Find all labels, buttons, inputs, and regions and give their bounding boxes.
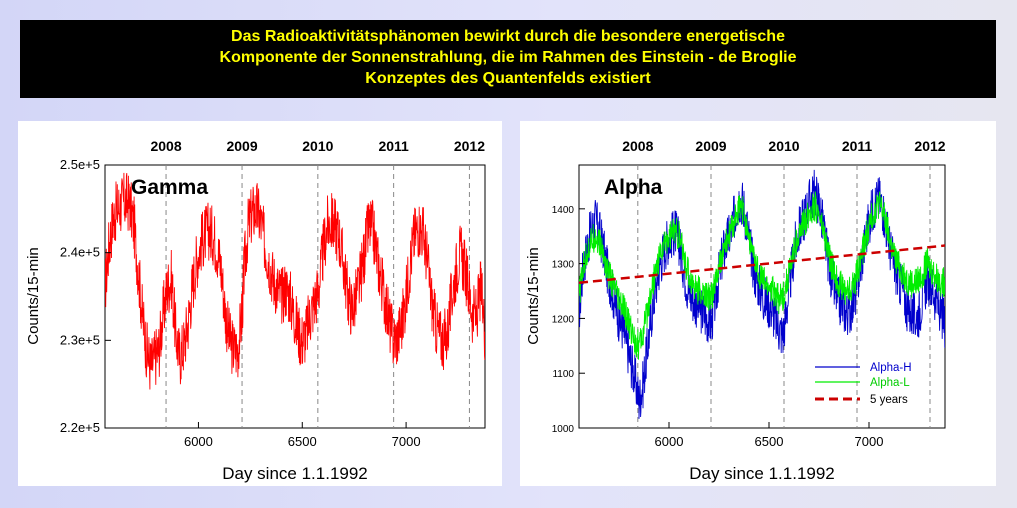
year-label-2010: 2010 bbox=[302, 138, 333, 154]
x-tick-7000: 7000 bbox=[392, 434, 421, 449]
alpha-chart-title: Alpha bbox=[604, 176, 663, 199]
gamma-y-axis-label: Counts/15-min bbox=[25, 247, 42, 345]
year-label-2010: 2010 bbox=[768, 138, 799, 154]
x-tick-6500: 6500 bbox=[755, 434, 784, 449]
gamma-chart-panel: 2008 2009 2010 2011 2012 6000 6500 7000 2.2e+5… bbox=[18, 121, 502, 486]
year-label-2011: 2011 bbox=[378, 138, 409, 154]
y-tick-2.3e+5: 2.3e+5 bbox=[60, 332, 100, 347]
title-line-3: Konzeptes des Quantenfelds existiert bbox=[365, 70, 651, 87]
alpha-legend: Alpha-H Alpha-L 5 years bbox=[815, 362, 912, 406]
alpha-y-axis-label: Counts/15-min bbox=[525, 247, 542, 345]
y-tick-1400: 1400 bbox=[552, 205, 575, 216]
year-label-2009: 2009 bbox=[695, 138, 726, 154]
y-tick-2.4e+5: 2.4e+5 bbox=[60, 245, 100, 260]
y-tick-1000: 1000 bbox=[552, 424, 575, 435]
x-tick-6000: 6000 bbox=[184, 434, 213, 449]
legend-label-5-years: 5 years bbox=[870, 394, 908, 406]
x-tick-6000: 6000 bbox=[655, 434, 684, 449]
alpha-chart-panel: 2008 2009 2010 2011 2012 6000 6500 7000 1000 11… bbox=[520, 121, 996, 486]
year-label-2009: 2009 bbox=[226, 138, 257, 154]
title-line-2: Komponente der Sonnenstrahlung, die im R… bbox=[219, 49, 797, 66]
y-tick-2.2e+5: 2.2e+5 bbox=[60, 420, 100, 435]
legend-label-alpha-l: Alpha-L bbox=[870, 377, 910, 389]
gamma-plot-frame bbox=[104, 164, 486, 429]
series-5-years bbox=[579, 244, 945, 285]
gamma-x-axis-label: Day since 1.1.1992 bbox=[222, 464, 368, 483]
year-label-2008: 2008 bbox=[622, 138, 653, 154]
x-tick-6500: 6500 bbox=[288, 434, 317, 449]
year-label-2012: 2012 bbox=[914, 138, 945, 154]
alpha-x-axis-label: Day since 1.1.1992 bbox=[689, 464, 835, 483]
y-tick-1100: 1100 bbox=[552, 369, 574, 380]
y-tick-2.5e+5: 2.5e+5 bbox=[60, 157, 100, 172]
year-label-2012: 2012 bbox=[454, 138, 485, 154]
y-tick-1200: 1200 bbox=[552, 314, 575, 325]
title-banner: Das Radioaktivitätsphänomen bewirkt durc… bbox=[20, 20, 996, 98]
gamma-chart-title: Gamma bbox=[131, 176, 208, 199]
series-gamma bbox=[105, 172, 485, 390]
year-label-2011: 2011 bbox=[842, 138, 873, 154]
y-tick-1300: 1300 bbox=[552, 260, 575, 271]
title-line-1: Das Radioaktivitätsphänomen bewirkt durc… bbox=[231, 28, 785, 45]
series-alpha-l bbox=[579, 191, 945, 360]
year-label-2008: 2008 bbox=[150, 138, 181, 154]
alpha-chart: 2008 2009 2010 2011 2012 6000 6500 7000 1000 11… bbox=[525, 138, 946, 483]
x-tick-7000: 7000 bbox=[855, 434, 884, 449]
legend-label-alpha-h: Alpha-H bbox=[870, 362, 912, 374]
gamma-chart: 2008 2009 2010 2011 2012 6000 6500 7000 2.2e+5… bbox=[25, 138, 486, 483]
